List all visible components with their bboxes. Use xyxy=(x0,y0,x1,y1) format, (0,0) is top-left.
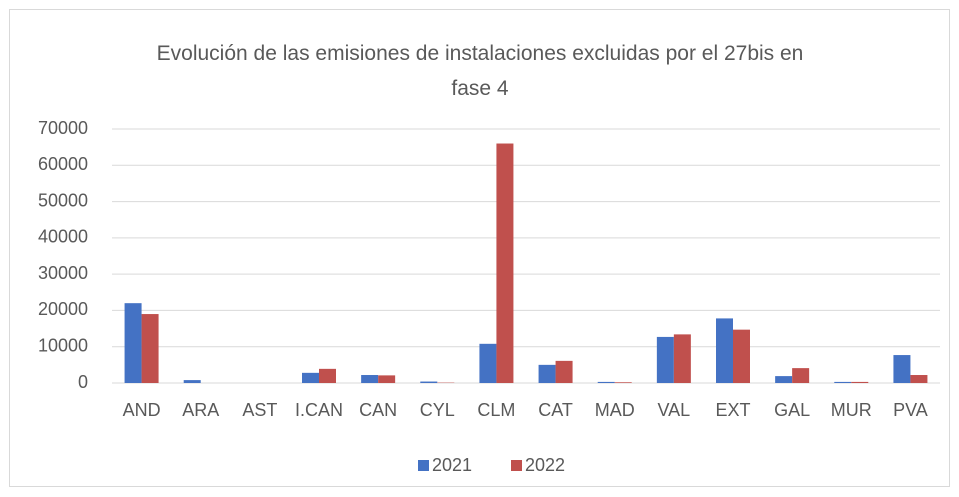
bar xyxy=(302,372,319,383)
bar xyxy=(479,343,497,383)
x-tick-label: AST xyxy=(242,400,277,420)
y-tick-label: 40000 xyxy=(38,227,88,247)
x-tick-label: CLM xyxy=(477,400,515,420)
x-tick-label: CYL xyxy=(420,400,455,420)
y-tick-label: 50000 xyxy=(38,190,88,210)
chart-border xyxy=(9,9,950,487)
y-tick-label: 30000 xyxy=(38,263,88,283)
bar xyxy=(141,314,159,383)
y-tick-label: 60000 xyxy=(38,154,88,174)
bar xyxy=(183,380,201,383)
x-tick-label: PVA xyxy=(893,400,928,420)
legend-swatch xyxy=(511,460,522,471)
bar xyxy=(893,355,911,383)
bar xyxy=(716,318,733,383)
bar xyxy=(124,303,142,383)
y-tick-label: 10000 xyxy=(38,335,88,355)
bar xyxy=(775,376,793,383)
y-tick-label: 0 xyxy=(78,372,88,392)
bar xyxy=(378,375,396,383)
bar xyxy=(910,375,928,383)
bar xyxy=(361,375,379,383)
bar xyxy=(792,368,810,383)
bar xyxy=(834,381,852,383)
bar xyxy=(319,368,336,383)
legend-swatch xyxy=(418,460,429,471)
bar xyxy=(496,143,514,383)
legend-label: 2022 xyxy=(525,455,565,475)
bar xyxy=(597,381,615,383)
bar xyxy=(538,364,556,383)
bar xyxy=(614,382,632,383)
bar xyxy=(420,381,438,383)
bar xyxy=(733,329,750,383)
legend-label: 2021 xyxy=(432,455,472,475)
y-tick-label: 20000 xyxy=(38,299,88,319)
x-tick-label: GAL xyxy=(774,400,810,420)
x-tick-label: MAD xyxy=(595,400,635,420)
bar xyxy=(555,360,573,383)
bar xyxy=(656,336,674,383)
x-tick-label: CAT xyxy=(538,400,573,420)
x-tick-label: I.CAN xyxy=(295,400,343,420)
y-tick-label: 70000 xyxy=(38,118,88,138)
x-tick-label: ARA xyxy=(182,400,219,420)
bar xyxy=(851,381,869,383)
x-tick-label: VAL xyxy=(658,400,691,420)
x-tick-label: AND xyxy=(123,400,161,420)
x-tick-label: CAN xyxy=(359,400,397,420)
chart-title: Evolución de las emisiones de instalacio… xyxy=(156,42,804,100)
x-tick-label: MUR xyxy=(831,400,872,420)
bar xyxy=(673,334,691,383)
x-tick-label: EXT xyxy=(715,400,750,420)
